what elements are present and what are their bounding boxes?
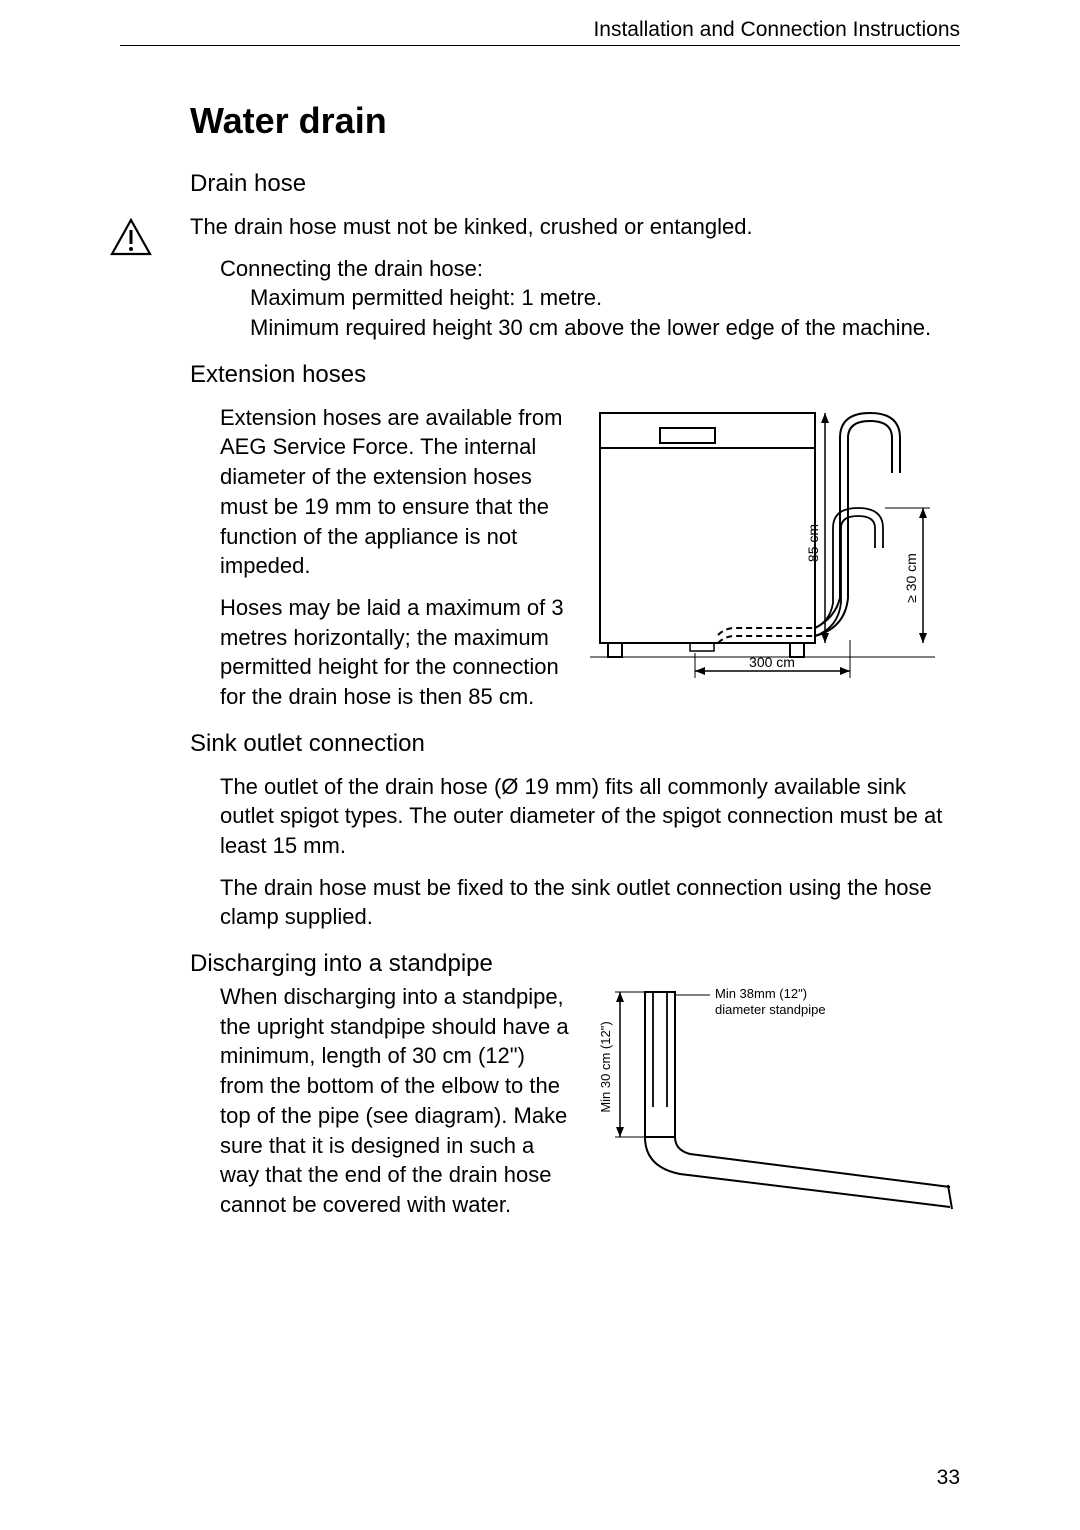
header-text: Installation and Connection Instructions (593, 18, 960, 42)
min-height-text: Minimum required height 30 cm above the … (250, 313, 960, 343)
warning-text: The drain hose must not be kinked, crush… (190, 212, 960, 242)
subheading-drain-hose: Drain hose (190, 170, 960, 198)
extension-p2: Hoses may be laid a maximum of 3 metres … (220, 593, 570, 712)
section-drain-hose: Drain hose The drain hose must not be ki… (120, 170, 960, 343)
warning-icon (110, 218, 152, 256)
sink-outlet-p2: The drain hose must be fixed to the sink… (220, 873, 960, 932)
label-min30: Min 30 cm (12") (598, 1021, 613, 1112)
subheading-extension: Extension hoses (190, 361, 960, 389)
label-min38-l2: diameter standpipe (715, 1002, 826, 1017)
sink-outlet-p1: The outlet of the drain hose (Ø 19 mm) f… (220, 772, 960, 861)
standpipe-p1: When discharging into a standpipe, the u… (220, 982, 570, 1220)
section-standpipe: Discharging into a standpipe When discha… (120, 950, 960, 1227)
section-extension: Extension hoses Extension hoses are avai… (120, 361, 960, 712)
section-sink-outlet: Sink outlet connection The outlet of the… (120, 730, 960, 932)
label-300cm: 300 cm (749, 654, 795, 670)
extension-p1: Extension hoses are available from AEG S… (220, 403, 570, 581)
label-min38-l1: Min 38mm (12") (715, 986, 807, 1001)
subheading-standpipe: Discharging into a standpipe (190, 950, 960, 978)
label-85cm: 85 cm (805, 524, 821, 562)
max-height-text: Maximum permitted height: 1 metre. (250, 283, 960, 313)
extension-diagram: 85 cm ≥ 30 cm 300 cm (590, 403, 960, 712)
standpipe-text-col: When discharging into a standpipe, the u… (220, 982, 570, 1227)
page-number: 33 (937, 1466, 960, 1490)
label-30cm: ≥ 30 cm (903, 553, 919, 603)
page-title: Water drain (190, 100, 960, 142)
subheading-sink-outlet: Sink outlet connection (190, 730, 960, 758)
connecting-label: Connecting the drain hose: (220, 254, 960, 284)
extension-text-col: Extension hoses are available from AEG S… (220, 403, 570, 712)
standpipe-diagram: Min 30 cm (12") Min 38mm (12") diameter … (590, 982, 960, 1227)
page-content: Water drain Drain hose The drain hose mu… (120, 40, 960, 1245)
